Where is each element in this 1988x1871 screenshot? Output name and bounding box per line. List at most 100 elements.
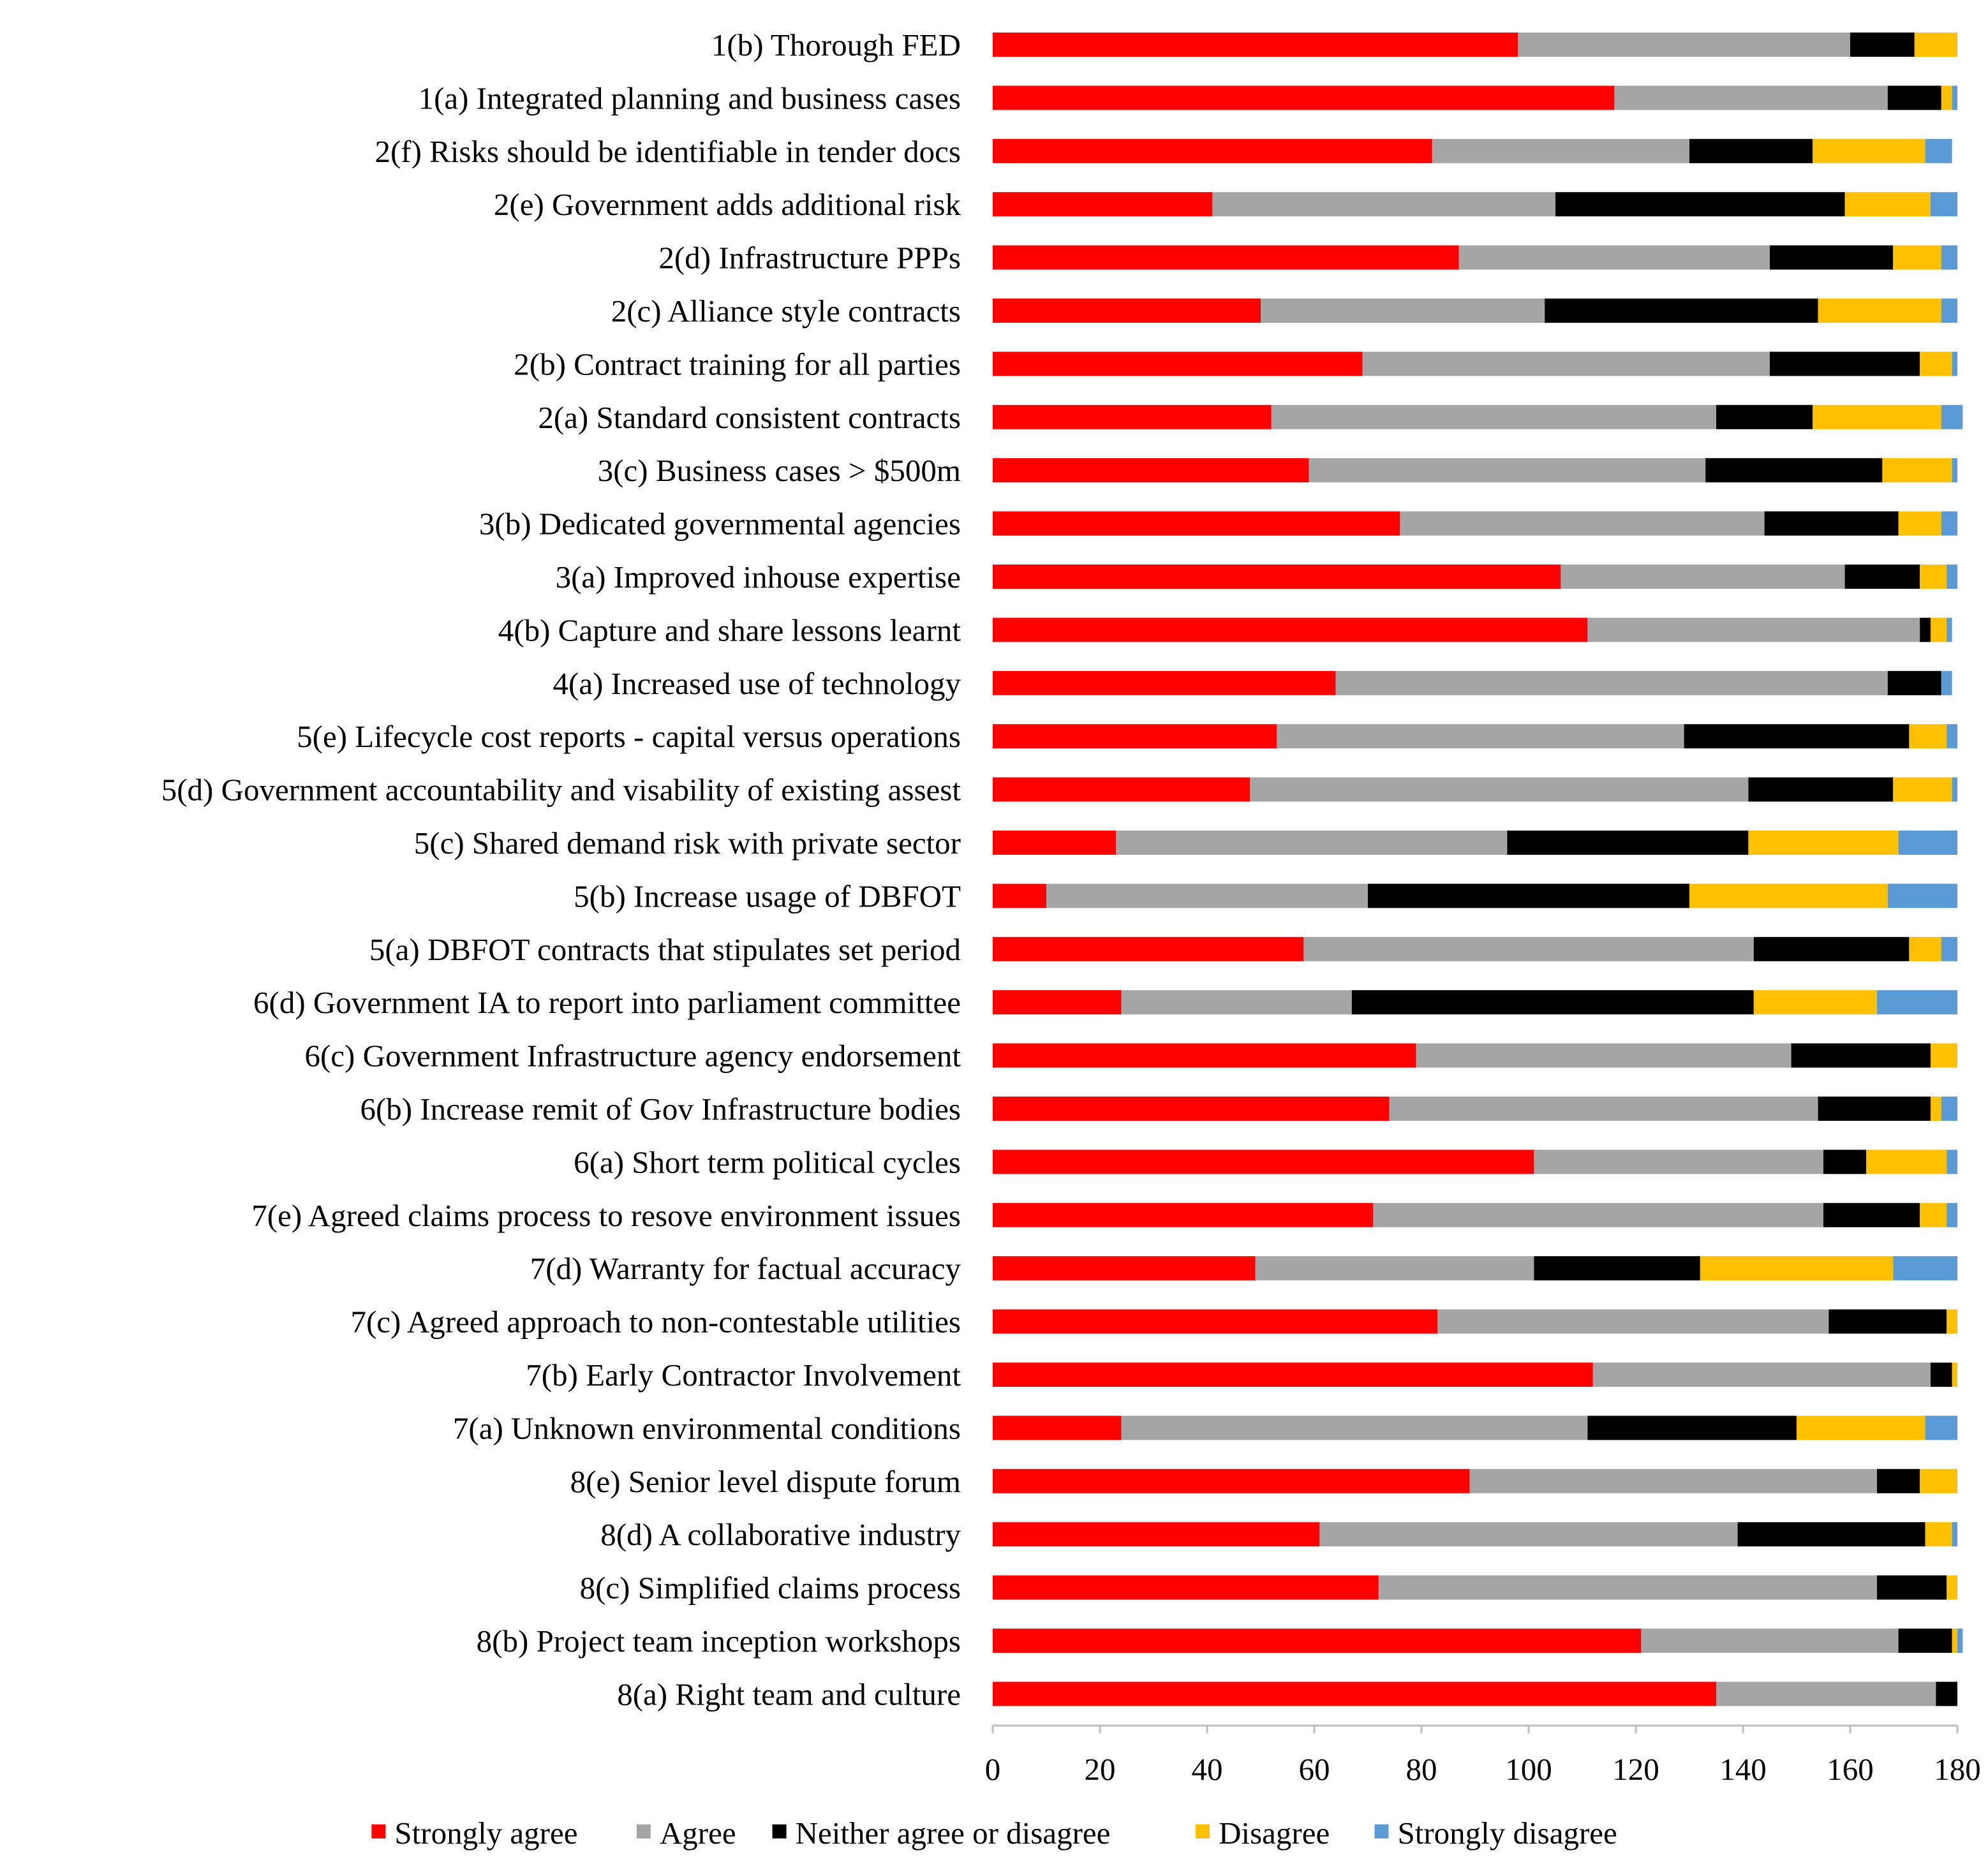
bar-segment-neither-agree-or-disagree <box>1764 511 1899 536</box>
bar-segment-strongly-disagree <box>1941 1097 1957 1121</box>
bar-segment-strongly-agree <box>993 884 1046 908</box>
bar-segment-disagree <box>1753 990 1877 1015</box>
bar-segment-disagree <box>1952 1363 1957 1387</box>
bar-segment-disagree <box>1813 404 1941 429</box>
x-tick-label: 60 <box>1299 1752 1330 1787</box>
legend-label: Strongly agree <box>394 1816 577 1851</box>
legend-item-strongly-disagree: Strongly disagree <box>1374 1816 1617 1851</box>
category-label: 8(d) A collaborative industry <box>600 1517 961 1552</box>
bar-segment-agree <box>1437 1309 1829 1334</box>
category-label: 8(e) Senior level dispute forum <box>570 1464 961 1499</box>
bar-segment-agree <box>1432 138 1689 163</box>
bar-segment-neither-agree-or-disagree <box>1555 192 1845 217</box>
legend-item-disagree: Disagree <box>1196 1816 1330 1851</box>
legend-swatch <box>371 1824 386 1838</box>
bar-segment-agree <box>1303 936 1754 961</box>
bar-segment-neither-agree-or-disagree <box>1684 724 1910 749</box>
bar-segment-strongly-disagree <box>1877 990 1957 1015</box>
bar-segment-strongly-agree <box>993 670 1336 695</box>
bar-segment-neither-agree-or-disagree <box>1587 1416 1797 1440</box>
bar-segment-agree <box>1121 1416 1588 1440</box>
bar-segment-agree <box>1534 1150 1823 1174</box>
category-label: 6(d) Government IA to report into parlia… <box>253 985 961 1020</box>
bar-segment-neither-agree-or-disagree <box>1368 884 1689 908</box>
bar-segment-strongly-agree <box>993 1629 1642 1653</box>
bar-segment-strongly-agree <box>993 351 1363 376</box>
bar-segment-strongly-agree <box>993 1309 1438 1334</box>
bar-segment-neither-agree-or-disagree <box>1507 831 1749 855</box>
bar-segment-strongly-agree <box>993 138 1432 163</box>
bar-row <box>993 1363 1957 1387</box>
category-label: 4(a) Increased use of technology <box>553 666 961 701</box>
x-tick-label: 0 <box>985 1752 1001 1787</box>
bar-segment-disagree <box>1947 1309 1957 1334</box>
bar-segment-neither-agree-or-disagree <box>1770 351 1920 376</box>
bar-segment-strongly-disagree <box>1941 670 1952 695</box>
bar-segment-disagree <box>1920 1202 1947 1227</box>
bar-segment-strongly-disagree <box>1947 565 1957 589</box>
bar-segment-strongly-agree <box>993 404 1272 429</box>
bar-segment-disagree <box>1931 1043 1957 1068</box>
bar-segment-disagree <box>1947 1575 1957 1600</box>
bar-segment-disagree <box>1920 351 1952 376</box>
bar-segment-disagree <box>1797 1416 1925 1440</box>
category-label: 2(b) Contract training for all parties <box>514 346 961 381</box>
bar-segment-agree <box>1400 511 1765 536</box>
bar-segment-disagree <box>1925 1522 1952 1547</box>
bar-segment-strongly-disagree <box>1941 245 1957 270</box>
bar-row <box>993 404 1963 429</box>
bar-segment-agree <box>1561 565 1845 589</box>
bar-segment-strongly-agree <box>993 990 1122 1015</box>
legend-label: Strongly disagree <box>1398 1816 1617 1851</box>
bar-row <box>993 85 1957 110</box>
bar-segment-strongly-disagree <box>1931 192 1957 217</box>
category-label: 4(b) Capture and share lessons learnt <box>498 612 961 647</box>
bar-segment-agree <box>1518 33 1850 57</box>
bar-segment-disagree <box>1818 299 1941 323</box>
bar-row <box>993 777 1957 802</box>
bar-segment-strongly-agree <box>993 1468 1470 1493</box>
category-label: 6(b) Increase remit of Gov Infrastructur… <box>360 1091 961 1127</box>
x-tick-label: 20 <box>1085 1752 1116 1787</box>
bar-segment-neither-agree-or-disagree <box>1823 1202 1920 1227</box>
bar-row <box>993 831 1957 855</box>
bar-segment-disagree <box>1700 1256 1894 1281</box>
legend-label: Agree <box>660 1816 736 1851</box>
bar-row <box>993 1416 1957 1440</box>
category-label: 5(e) Lifecycle cost reports - capital ve… <box>297 719 961 754</box>
bar-segment-neither-agree-or-disagree <box>1716 404 1813 429</box>
category-label: 8(b) Project team inception workshops <box>477 1623 961 1659</box>
bar-segment-agree <box>1271 404 1716 429</box>
bar-row <box>993 351 1957 376</box>
bar-segment-neither-agree-or-disagree <box>1850 33 1915 57</box>
bar-segment-strongly-disagree <box>1952 351 1957 376</box>
bar-segment-strongly-disagree <box>1952 1522 1957 1547</box>
x-tick-label: 80 <box>1406 1752 1437 1787</box>
bar-segment-strongly-agree <box>993 511 1400 536</box>
category-label: 2(a) Standard consistent contracts <box>538 400 961 435</box>
bar-row <box>993 299 1957 323</box>
bar-row <box>993 458 1957 483</box>
bar-segment-strongly-agree <box>993 618 1588 642</box>
bar-row <box>993 670 1952 695</box>
bar-segment-neither-agree-or-disagree <box>1887 670 1941 695</box>
bar-segment-agree <box>1121 990 1352 1015</box>
category-label: 5(c) Shared demand risk with private sec… <box>414 825 961 861</box>
bar-row <box>993 245 1957 270</box>
bar-segment-neither-agree-or-disagree <box>1545 299 1818 323</box>
legend-item-neither-agree-or-disagree: Neither agree or disagree <box>772 1816 1110 1851</box>
bar-segment-neither-agree-or-disagree <box>1931 1363 1952 1387</box>
legend-item-agree: Agree <box>636 1816 736 1851</box>
bar-segment-agree <box>1373 1202 1823 1227</box>
bar-segment-strongly-disagree <box>1957 1629 1963 1653</box>
category-label: 1(b) Thorough FED <box>711 27 961 63</box>
bar-segment-strongly-agree <box>993 458 1309 483</box>
bar-segment-strongly-agree <box>993 724 1277 749</box>
category-label: 6(a) Short term political cycles <box>574 1144 961 1180</box>
bar-segment-neither-agree-or-disagree <box>1920 618 1931 642</box>
bar-segment-strongly-agree <box>993 1682 1716 1706</box>
bar-segment-neither-agree-or-disagree <box>1887 85 1941 110</box>
bar-segment-agree <box>1261 299 1545 323</box>
category-label: 5(d) Government accountability and visab… <box>161 773 961 808</box>
bar-segment-strongly-disagree <box>1941 299 1957 323</box>
